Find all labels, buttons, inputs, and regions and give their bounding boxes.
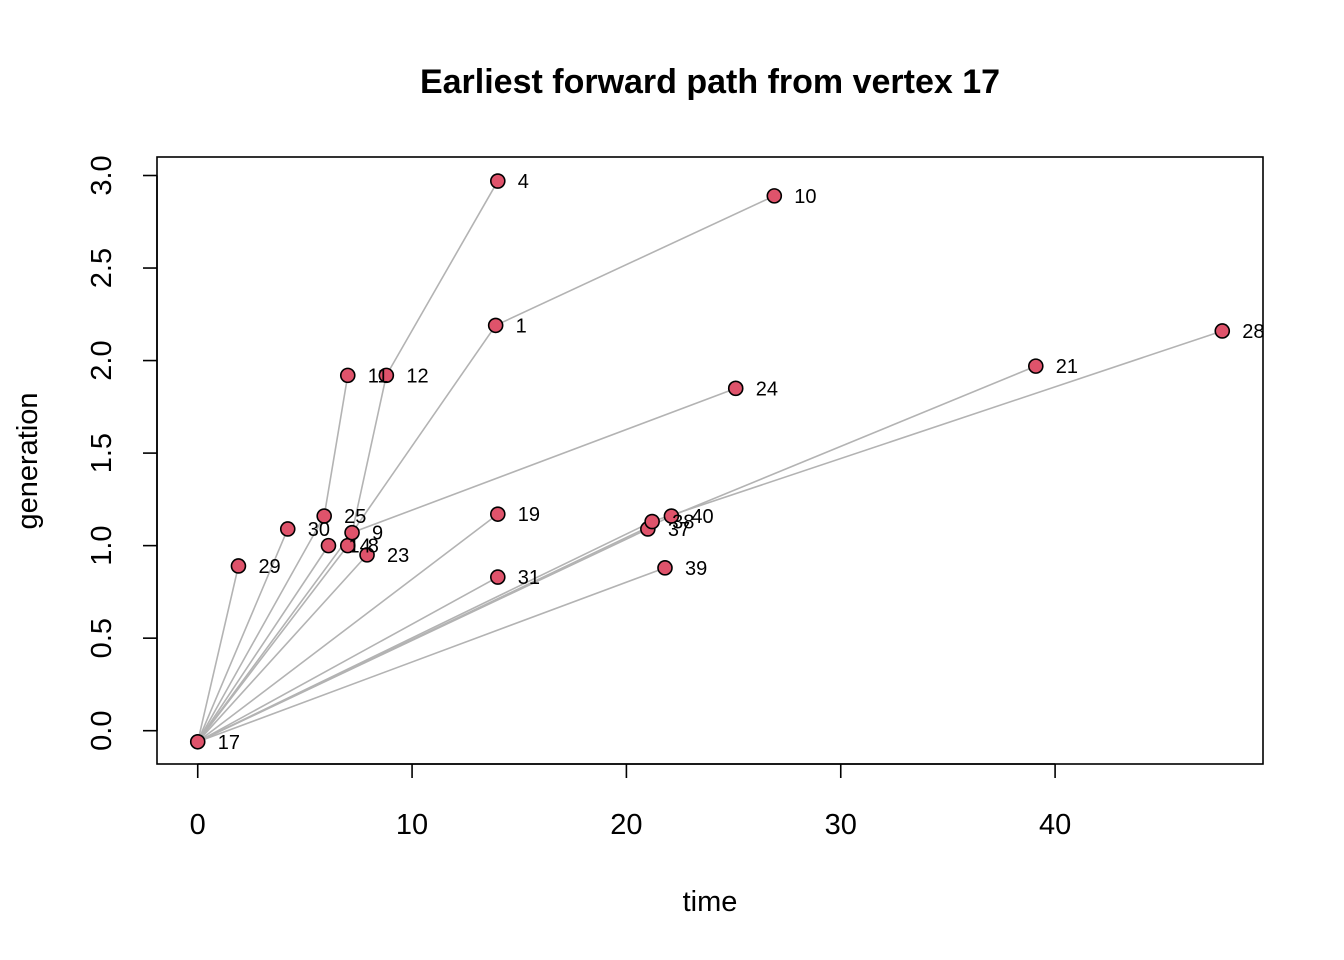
point-label-14: 14 [348,536,370,558]
point-vertex-1 [487,317,504,334]
x-axis-label: time [683,886,738,918]
point-label-23: 23 [387,545,409,567]
point-label-8: 8 [368,536,379,558]
y-tick-label: 2.5 [86,248,118,288]
x-tick-label: 20 [610,809,642,841]
point-label-11: 11 [368,365,389,387]
point-vertex-28 [1214,323,1231,339]
edge-17-39 [197,567,666,743]
edge-12-4 [385,180,499,376]
y-tick-label: 0.5 [86,618,118,658]
edge-1-10 [495,195,775,327]
point-vertex-10 [766,188,783,204]
point-label-19: 19 [518,504,540,526]
edge-17-14 [197,545,330,743]
point-vertex-40 [663,508,680,524]
point-label-25: 25 [344,506,366,528]
y-tick-label: 3.0 [86,155,118,195]
point-vertex-17 [189,733,206,750]
point-label-24: 24 [756,378,778,400]
points [189,173,1231,750]
point-label-9: 9 [372,523,383,545]
point-vertex-14 [320,537,337,554]
edge-17-9 [197,532,353,743]
y-tick-label: 1.5 [86,433,118,473]
point-label-39: 39 [685,558,707,580]
edge-40-21 [671,365,1037,517]
point-vertex-30 [279,521,296,537]
edge-38-28 [651,330,1223,523]
point-label-28: 28 [1242,321,1264,343]
point-label-21: 21 [1056,356,1078,378]
point-label-37: 37 [668,519,690,541]
point-label-17: 17 [218,732,240,754]
edge-17-23 [197,554,368,743]
point-label-12: 12 [406,365,428,387]
edge-25-11 [323,375,349,517]
point-label-38: 38 [672,512,694,534]
y-axis: 0.0 0.5 1.0 1.5 2.0 2.5 3.0 [86,155,158,751]
x-tick-label: 30 [825,809,857,841]
edge-17-40 [197,515,672,743]
point-vertex-23 [359,547,375,563]
point-vertex-19 [490,506,506,522]
edges [196,180,1223,743]
edge-17-31 [197,576,499,743]
edge-17-19 [197,513,499,743]
point-label-10: 10 [794,186,816,208]
x-tick-label: 40 [1039,809,1071,841]
edge-17-30 [196,528,289,743]
point-vertex-29 [230,558,247,574]
point-vertex-25 [316,508,332,524]
point-vertex-12 [378,367,395,384]
edge-9-12 [351,375,388,533]
point-vertex-21 [1027,358,1044,374]
point-vertex-39 [657,560,673,576]
point-vertex-31 [490,569,506,585]
edge-9-1 [351,324,497,534]
point-label-4: 4 [518,171,529,193]
point-vertex-38 [644,513,660,530]
point-vertex-9 [344,524,360,541]
point-label-1: 1 [516,315,527,337]
point-label-40: 40 [691,506,713,528]
y-tick-label: 0.0 [86,711,118,751]
y-axis-label: generation [12,392,44,529]
edge-9-24 [351,387,737,534]
chart-title: Earliest forward path from vertex 17 [420,63,1000,101]
point-vertex-24 [727,380,744,397]
edge-17-25 [197,515,325,743]
edge-17-29 [196,565,240,742]
point-vertex-4 [490,173,506,189]
y-tick-label: 2.0 [86,340,118,380]
y-tick-label: 1.0 [86,525,118,565]
point-label-31: 31 [518,567,540,589]
x-tick-label: 10 [396,809,428,841]
x-tick-label: 0 [190,809,206,841]
point-vertex-11 [339,367,356,384]
point-label-30: 30 [308,519,330,541]
x-axis: 0 10 20 30 40 [190,763,1071,841]
point-label-29: 29 [258,556,280,578]
